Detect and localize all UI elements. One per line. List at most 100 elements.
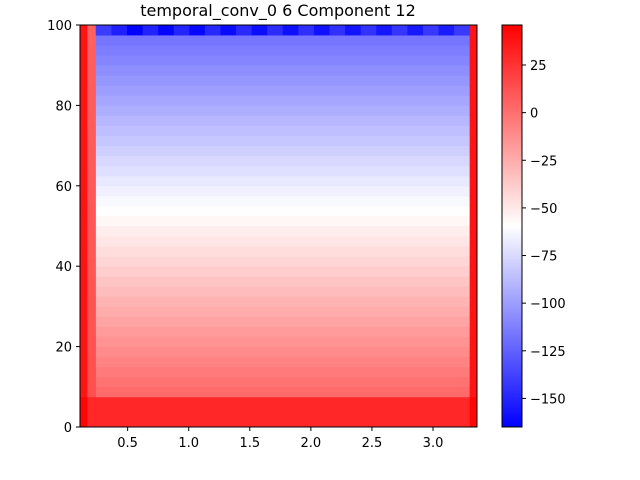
- heatmap-cell: [80, 125, 88, 136]
- colorbar-tick-label: 0: [530, 107, 538, 122]
- heatmap-cell: [469, 155, 478, 167]
- heatmap-cell: [80, 65, 88, 76]
- heatmap-cell: [87, 35, 97, 46]
- heatmap-cell: [87, 266, 97, 277]
- heatmap-cell: [87, 25, 97, 36]
- heatmap-cell: [95, 185, 471, 197]
- heatmap-cell: [87, 306, 97, 317]
- heatmap-cell: [95, 336, 471, 347]
- heatmap-cell: [87, 125, 97, 136]
- heatmap-cell: [329, 25, 346, 36]
- heatmap-cell: [80, 215, 88, 227]
- heatmap-cell: [469, 276, 478, 287]
- heatmap-cell: [469, 85, 478, 96]
- heatmap-cell: [407, 25, 424, 36]
- heatmap-cell: [469, 135, 478, 146]
- heatmap-cell: [95, 135, 471, 146]
- heatmap-cell: [87, 256, 97, 267]
- heatmap-cell: [87, 326, 97, 337]
- heatmap-cell: [80, 296, 88, 307]
- plot-frame: [79, 24, 478, 428]
- heatmap-cell: [87, 135, 97, 146]
- heatmap-cell: [469, 25, 478, 36]
- heatmap-cell: [251, 25, 268, 36]
- heatmap-cell: [80, 316, 88, 327]
- heatmap-cell: [80, 246, 88, 257]
- heatmap-cell: [87, 95, 97, 106]
- heatmap-cell: [469, 376, 478, 388]
- heatmap-cell: [87, 55, 97, 66]
- heatmap-cells: [80, 25, 478, 428]
- heatmap-cell: [80, 226, 88, 237]
- heatmap-cell: [313, 25, 330, 36]
- heatmap-cell: [469, 35, 478, 46]
- heatmap-cell: [469, 145, 478, 157]
- x-tick-label: 2.0: [301, 436, 322, 451]
- heatmap-cell: [173, 25, 190, 36]
- heatmap-cell: [438, 25, 455, 36]
- heatmap-cell: [391, 25, 408, 36]
- heatmap-cell: [95, 45, 471, 56]
- heatmap-cell: [87, 296, 97, 307]
- heatmap-cell: [87, 85, 97, 96]
- heatmap-cell: [80, 396, 88, 408]
- heatmap-cell: [469, 226, 478, 237]
- heatmap-cell: [469, 185, 478, 197]
- heatmap-cell: [298, 25, 315, 36]
- heatmap-cell: [95, 346, 471, 358]
- heatmap-cell: [469, 306, 478, 317]
- heatmap-cell: [80, 356, 88, 368]
- heatmap-cell: [87, 226, 97, 237]
- heatmap-cell: [469, 165, 478, 177]
- heatmap-cell: [469, 125, 478, 136]
- heatmap-cell: [95, 175, 471, 187]
- heatmap-cell: [87, 75, 97, 86]
- heatmap-cell: [204, 25, 221, 36]
- heatmap-cell: [267, 25, 284, 36]
- heatmap-cell: [469, 336, 478, 347]
- heatmap-cell: [95, 236, 471, 247]
- heatmap-cell: [80, 406, 88, 418]
- heatmap-cell: [80, 276, 88, 287]
- heatmap-cell: [220, 25, 237, 36]
- heatmap-cell: [95, 125, 471, 136]
- heatmap-cell: [80, 326, 88, 337]
- colorbar-tick-label: −75: [530, 250, 557, 265]
- heatmap-cell: [80, 95, 88, 106]
- heatmap-cell: [80, 135, 88, 146]
- heatmap-cell: [87, 246, 97, 257]
- heatmap-cell: [236, 25, 253, 36]
- heatmap-cell: [80, 205, 88, 217]
- heatmap-cell: [80, 185, 88, 197]
- colorbar-gradient: [501, 24, 523, 428]
- heatmap-cell: [80, 195, 88, 207]
- heatmap-cell: [469, 65, 478, 76]
- heatmap-cell: [87, 45, 97, 56]
- heatmap-cell: [80, 336, 88, 347]
- heatmap-cell: [376, 25, 393, 36]
- heatmap-cell: [87, 155, 97, 167]
- heatmap-cell: [189, 25, 206, 36]
- heatmap-cell: [95, 226, 471, 237]
- heatmap-cell: [95, 406, 471, 418]
- heatmap-cell: [80, 155, 88, 167]
- y-tick-label: 20: [55, 341, 72, 356]
- heatmap-cell: [95, 416, 471, 428]
- heatmap-cell: [95, 326, 471, 337]
- y-tick-label: 40: [55, 260, 72, 275]
- heatmap-cell: [127, 25, 143, 36]
- heatmap-cell: [87, 356, 97, 368]
- colorbar-tick-label: 25: [530, 59, 547, 74]
- heatmap-cell: [469, 175, 478, 187]
- heatmap-cell: [80, 75, 88, 86]
- heatmap-cell: [95, 95, 471, 106]
- heatmap-cell: [282, 25, 299, 36]
- colorbar-tick-label: −100: [530, 297, 566, 312]
- heatmap-cell: [95, 256, 471, 267]
- heatmap-cell: [360, 25, 377, 36]
- y-axis: 0 20 40 60 80 100: [47, 19, 80, 436]
- heatmap-cell: [80, 376, 88, 388]
- heatmap-cell: [469, 195, 478, 207]
- heatmap-cell: [469, 105, 478, 116]
- colorbar-tick-label: −50: [530, 202, 557, 217]
